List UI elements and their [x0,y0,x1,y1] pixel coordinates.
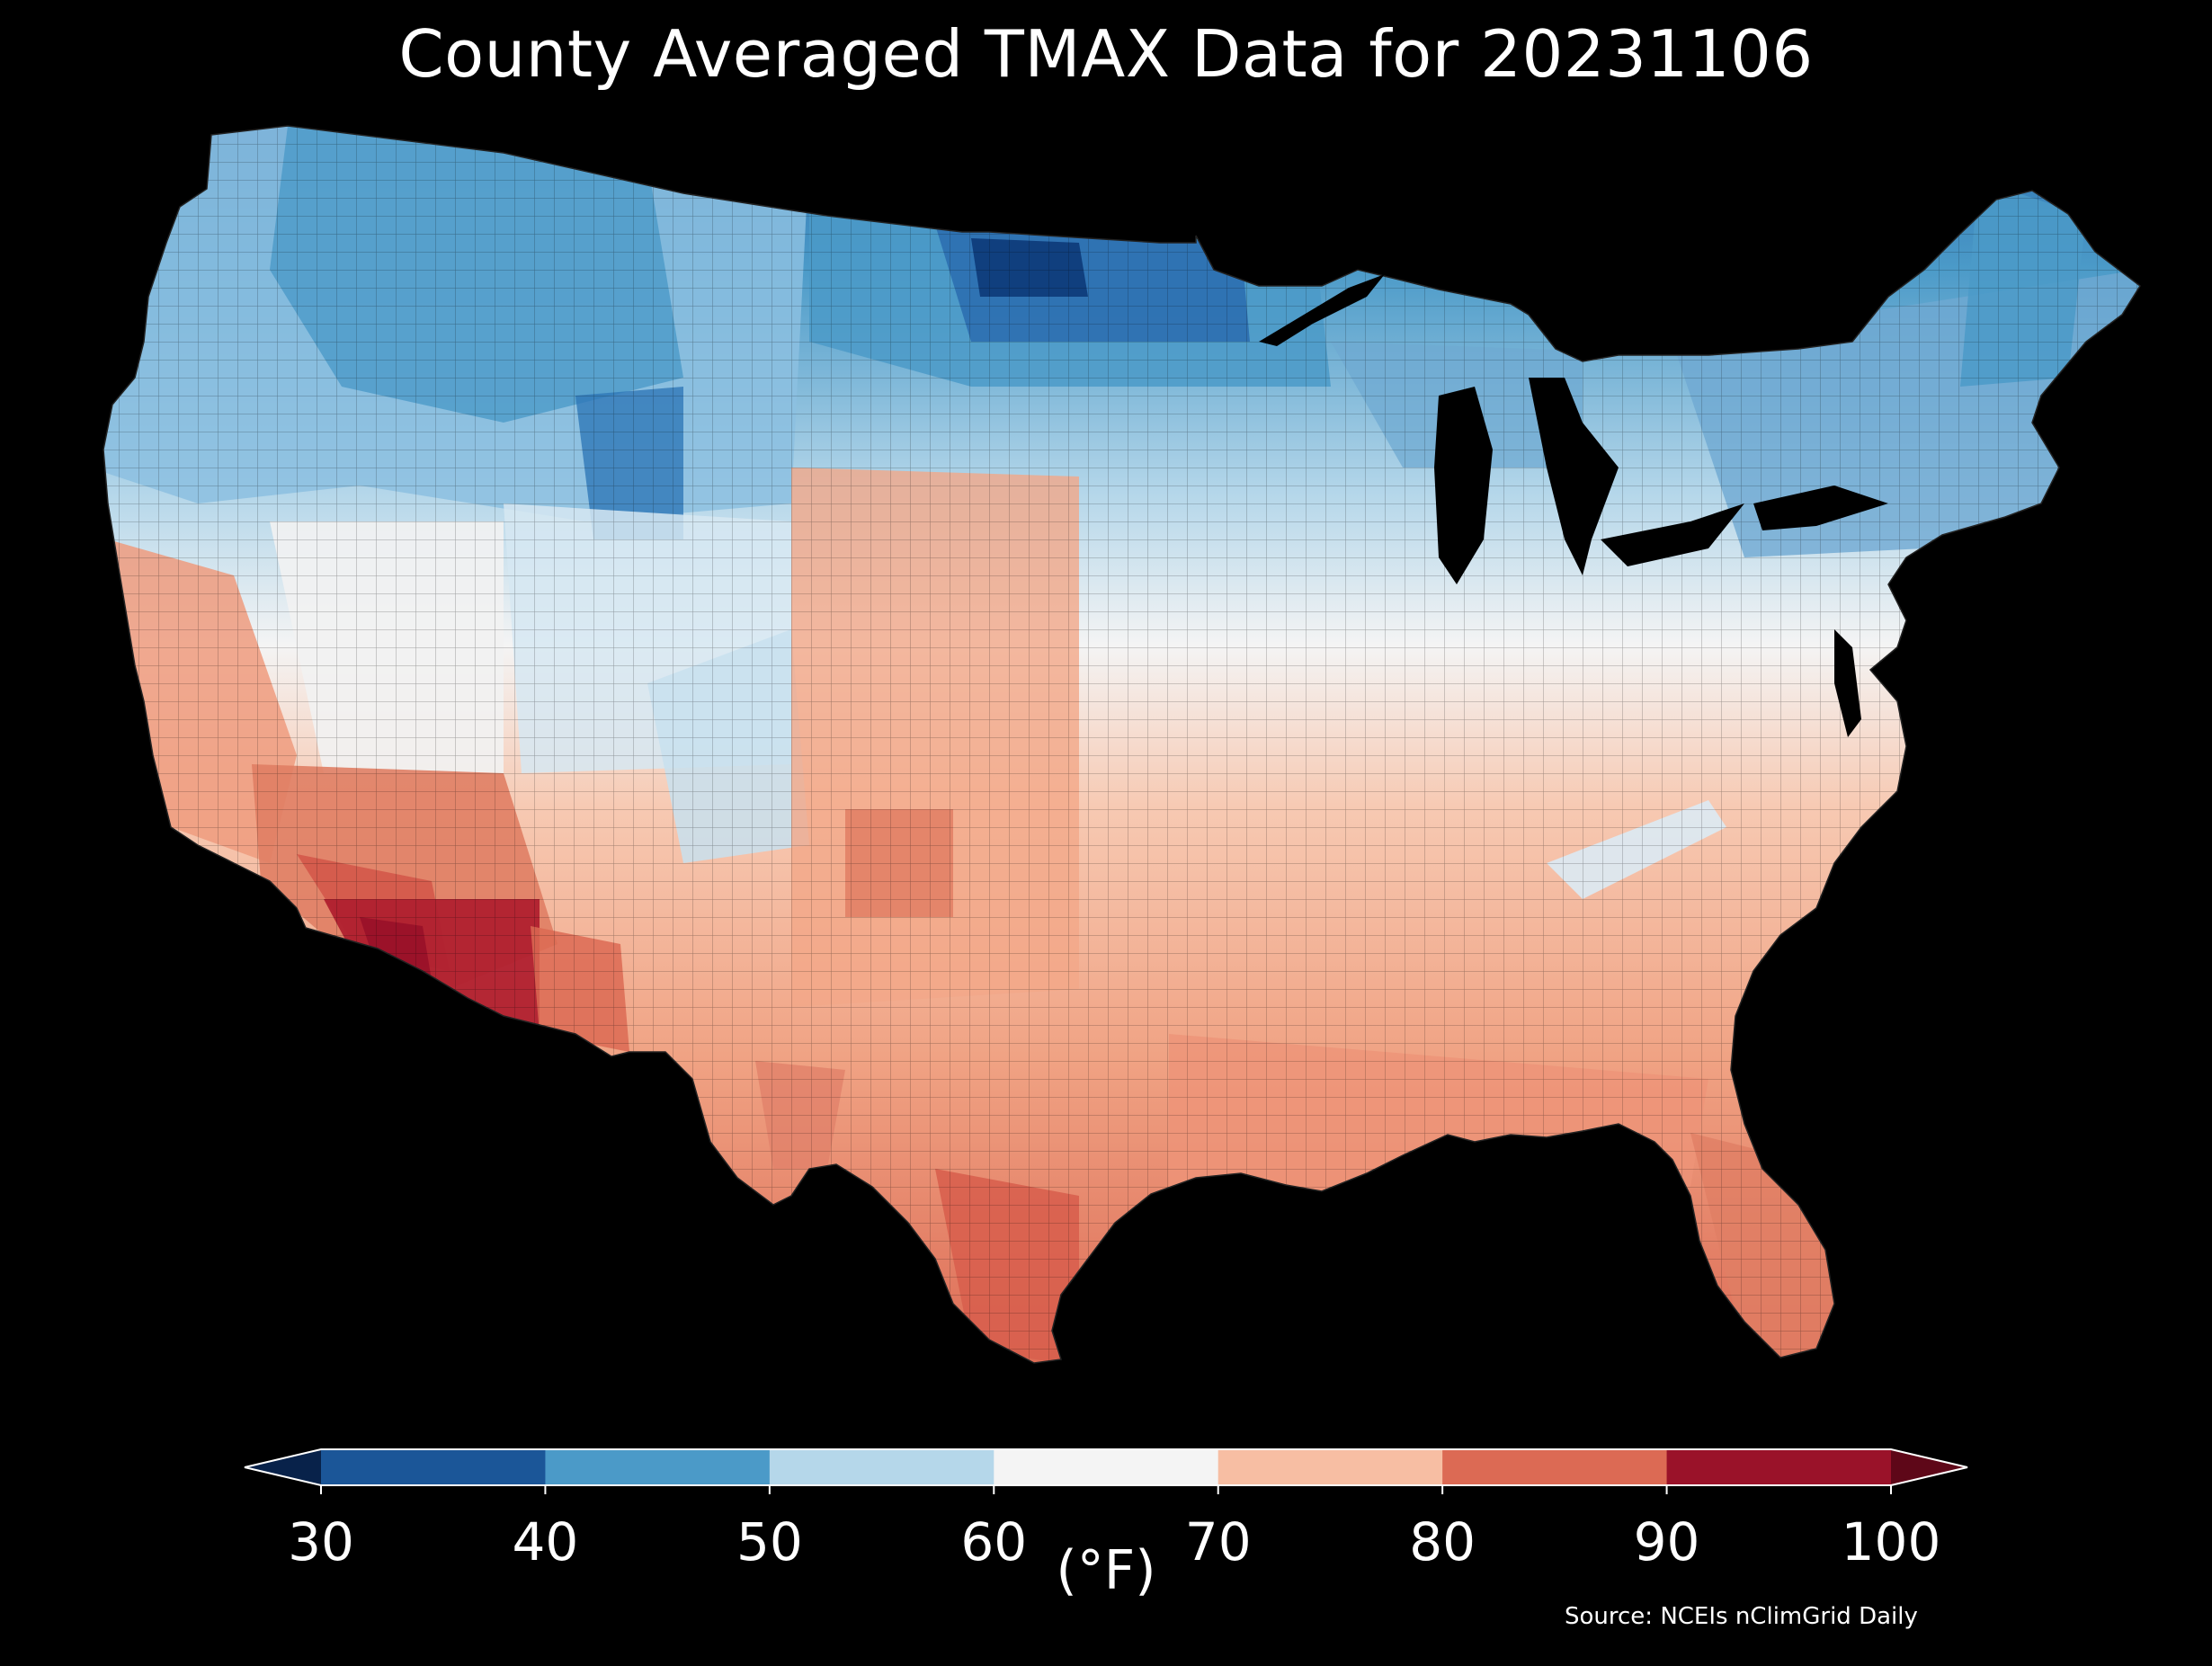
colorbar-tick-label: 80 [1409,1511,1476,1572]
colorbar-extend-high [1891,1449,1967,1485]
map-title: County Averaged TMAX Data for 20231106 [398,16,1814,92]
colorbar-bin [1442,1449,1668,1485]
colorbar-bin [321,1449,546,1485]
colorbar-tick-label: 30 [288,1511,354,1572]
colorbar-extend-low [245,1449,321,1485]
colorbar-tick-label: 90 [1634,1511,1700,1572]
source-note: Source: NCEIs nClimGrid Daily [1565,1603,1918,1630]
colorbar-bin [1217,1449,1443,1485]
great-lakes [1259,274,1888,737]
colorbar-bin [1666,1449,1892,1485]
colorbar-tick-label: 50 [736,1511,803,1572]
colorbar-bin [545,1449,771,1485]
colorbar-tick-label: 40 [513,1511,579,1572]
colorbar-bin [769,1449,995,1485]
colorbar-tick-label: 100 [1842,1511,1941,1572]
colorbar-tick-label: 70 [1185,1511,1252,1572]
colorbar-bin [994,1449,1219,1485]
colorbar-unit-label: (°F) [1056,1539,1156,1602]
colorbar-tick-label: 60 [960,1511,1027,1572]
